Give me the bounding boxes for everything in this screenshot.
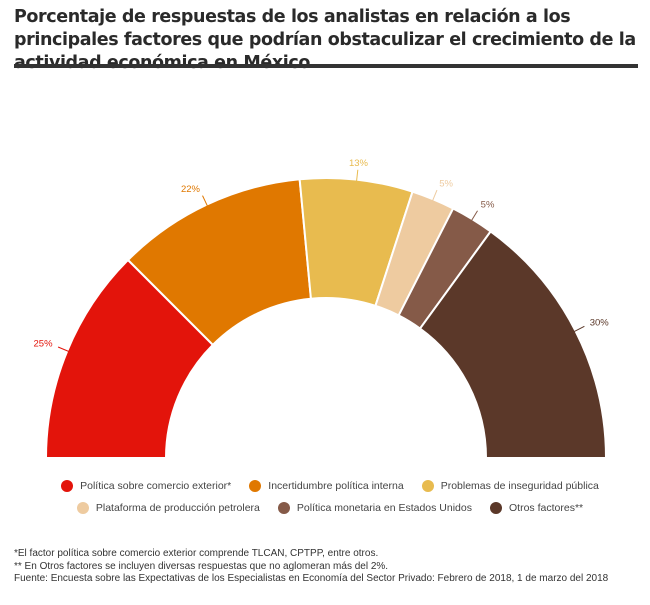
legend-item: Política monetaria en Estados Unidos	[277, 502, 472, 514]
footnote-1: *El factor política sobre comercio exter…	[14, 548, 379, 559]
legend: Política sobre comercio exterior* Incerti…	[40, 480, 620, 514]
footnotes: *El factor política sobre comercio exter…	[14, 548, 644, 586]
legend-item: Otros factores**	[490, 502, 583, 514]
data-label: 22%	[181, 184, 201, 195]
legend-item: Plataforma de producción petrolera	[76, 502, 260, 514]
source-note: Fuente: Encuesta sobre las Expectativas …	[14, 573, 609, 584]
legend-swatch	[490, 502, 502, 514]
label-leader-line	[202, 195, 209, 207]
label-leader-line	[356, 169, 359, 182]
data-label: 25%	[34, 339, 54, 350]
label-leader-line	[431, 189, 438, 202]
data-label: 13%	[349, 158, 369, 169]
label-leader-line	[57, 346, 70, 353]
legend-swatch	[76, 502, 89, 514]
donut-segment	[418, 230, 608, 459]
chart-title: Porcentaje de respuestas de los analista…	[14, 7, 636, 73]
legend-item: Problemas de inseguridad pública	[421, 480, 599, 492]
legend-swatch	[249, 480, 262, 492]
legend-swatch	[421, 480, 434, 492]
data-label: 5%	[481, 200, 495, 211]
data-label: 5%	[439, 179, 453, 190]
legend-label: Plataforma de producción petrolera	[95, 502, 260, 514]
label-leader-line	[470, 210, 478, 222]
title-underline	[14, 64, 638, 68]
legend-swatch	[277, 502, 290, 514]
data-label: 30%	[590, 318, 610, 329]
legend-swatch	[61, 480, 74, 492]
legend-label: Política monetaria en Estados Unidos	[296, 502, 472, 514]
legend-label: Problemas de inseguridad pública	[440, 480, 599, 492]
legend-item: Incertidumbre política interna	[249, 480, 404, 492]
legend-item: Política sobre comercio exterior*	[61, 480, 231, 492]
legend-label: Otros factores**	[509, 502, 584, 514]
label-leader-line	[573, 325, 585, 333]
legend-label: Incertidumbre política interna	[268, 480, 404, 492]
semicircle-donut-chart: 25% 22% 13% 5% 5% 30%	[34, 158, 610, 459]
legend-label: Política sobre comercio exterior*	[80, 480, 232, 492]
footnote-2: ** En Otros factores se incluyen diversa…	[14, 560, 389, 572]
